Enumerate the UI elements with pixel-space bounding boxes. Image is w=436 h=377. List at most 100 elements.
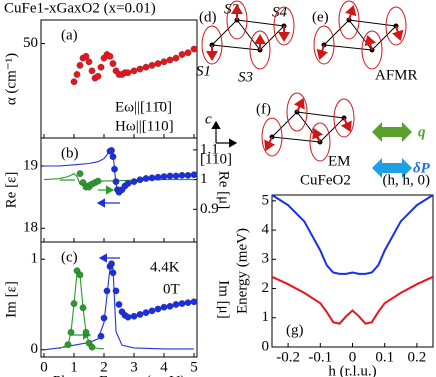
y-tick-label: 19: [23, 157, 38, 173]
site-ellipse: [226, 0, 248, 40]
double-arrow: [372, 122, 412, 142]
data-point: [94, 72, 102, 80]
x-axis-label: Photon Energy (meV): [53, 373, 185, 377]
spin: [344, 4, 357, 21]
data-point: [142, 63, 150, 71]
y-axis-label: Re [ε]: [3, 172, 19, 209]
data-point: [108, 260, 115, 268]
double-arrow: [372, 158, 412, 178]
x-axis-label: h (r.l.u.): [328, 363, 376, 377]
data-point: [73, 71, 81, 78]
direction-arrows: [60, 179, 120, 340]
data-point: [154, 173, 162, 181]
data-point: [172, 301, 180, 308]
panel-label: (b): [61, 145, 79, 161]
bond: [270, 111, 346, 143]
y-axis-label: Im [ε]: [3, 281, 19, 318]
site-ellipse: [313, 25, 335, 65]
site-ellipse: [385, 6, 407, 46]
data-point: [190, 298, 198, 306]
panel-label: (e): [312, 9, 329, 25]
data-point: [124, 180, 132, 187]
x-tick-label: 0.2: [408, 349, 427, 365]
y-tick-label: 0: [262, 338, 270, 354]
site-label: S3: [238, 69, 253, 85]
data-point: [166, 302, 174, 310]
site-ellipse: [261, 117, 283, 157]
data-point: [112, 287, 120, 295]
data-point: [76, 271, 84, 279]
site-ellipse: [201, 25, 223, 65]
site-ellipse: [309, 122, 331, 162]
site-label: S4: [272, 4, 288, 20]
y-tick-label: 1: [262, 309, 270, 325]
panel-label: (c): [61, 249, 78, 265]
spin: [293, 97, 305, 113]
bond: [322, 19, 398, 51]
data-point: [79, 304, 87, 312]
data-point: [76, 170, 84, 178]
y2-tick-label: 1: [200, 171, 208, 187]
y2-tick-label: 1.1: [200, 141, 219, 157]
data-point: [82, 52, 90, 60]
dp-label: δP: [413, 160, 431, 176]
data-point: [108, 147, 115, 154]
data-point: [97, 63, 105, 71]
y2-tick-label: 0.9: [200, 201, 219, 217]
data-point: [178, 172, 186, 179]
q-label: q: [418, 124, 426, 140]
data-point: [88, 67, 96, 75]
data-point: [166, 172, 174, 180]
data-point: [109, 153, 117, 161]
bond: [210, 19, 286, 51]
data-point: [88, 343, 96, 351]
panel-label: (f): [256, 101, 271, 117]
data-point: [130, 312, 138, 320]
data-point: [160, 303, 168, 311]
data-point: [136, 311, 144, 318]
y2-axis-label: Im [μ]: [216, 280, 232, 318]
data-point: [70, 300, 78, 307]
y-axis-label: Energy (meV): [234, 228, 250, 314]
data-point: [184, 172, 192, 179]
spin: [264, 136, 276, 152]
data-point: [148, 174, 156, 182]
chart-subtitle: (h, h, 0): [383, 172, 431, 188]
site-ellipse: [333, 98, 355, 138]
y-tick-label: 50: [23, 35, 38, 51]
y-tick-label: 3: [262, 251, 270, 267]
spin: [391, 25, 404, 42]
spin-diagrams: (d) S2 S4 S1 S3 (e) AFMR c [110] (f) EM …: [196, 1, 431, 178]
mode-label: AFMR: [375, 67, 418, 83]
site-ellipse: [286, 92, 308, 132]
data-point: [115, 301, 123, 308]
data-point: [111, 165, 118, 173]
data-point: [106, 52, 114, 60]
data-point: [190, 171, 198, 179]
x-tick-label: 0.1: [375, 349, 394, 365]
data-point: [70, 78, 78, 86]
x-tick-label: 1: [70, 359, 78, 375]
x-tick-label: 5: [190, 359, 198, 375]
plot-frame: [40, 241, 198, 358]
y-tick-label: 18: [23, 220, 38, 236]
x-tick-label: -0.1: [308, 349, 332, 365]
annotation: 0T: [163, 281, 180, 297]
site-ellipse: [338, 0, 360, 40]
annotation: Eω||[11̄0]: [115, 99, 172, 115]
spin: [312, 127, 324, 143]
spin: [340, 117, 352, 133]
data-point: [148, 307, 156, 315]
data-point: [112, 178, 120, 185]
series-line: [271, 275, 434, 325]
y-tick-label: 5: [262, 192, 270, 208]
data-point: [76, 62, 84, 69]
data-point: [100, 314, 108, 322]
data-point: [154, 60, 162, 67]
data-point: [184, 299, 192, 307]
mode-label: EM: [328, 153, 351, 169]
chart-title: CuFeO2: [300, 172, 351, 188]
x-tick-label: -0.2: [276, 349, 300, 365]
axis-label: [110]: [200, 151, 232, 167]
